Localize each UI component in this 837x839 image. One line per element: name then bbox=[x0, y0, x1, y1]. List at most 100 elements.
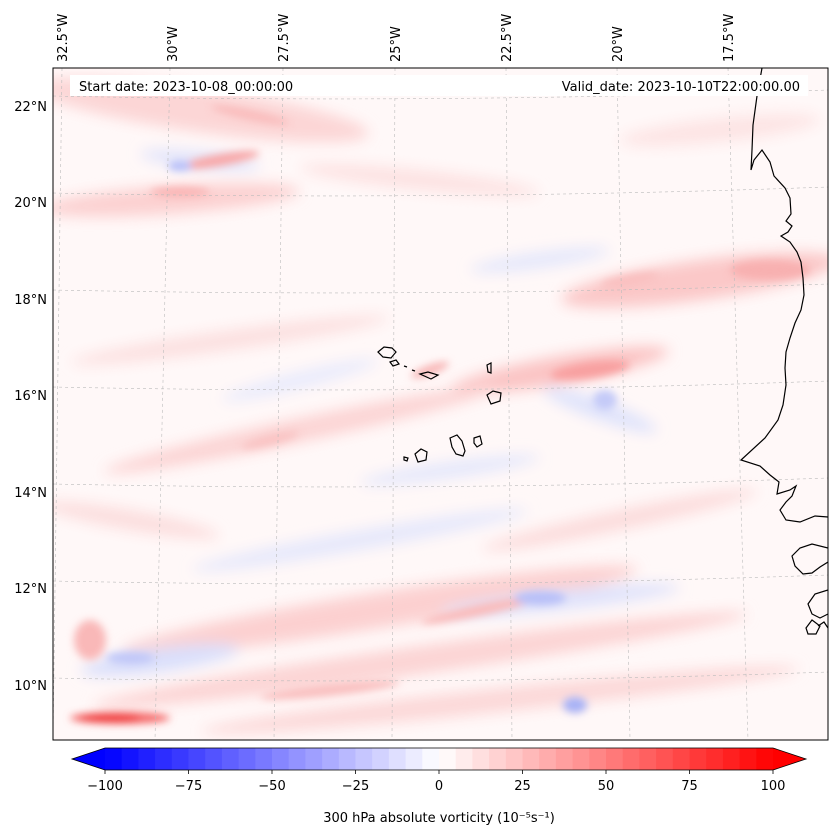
lat-label-12n: 12°N bbox=[14, 582, 47, 597]
colorbar-tick-label: −100 bbox=[87, 779, 123, 794]
lon-label-27-5w: 27.5°W bbox=[277, 14, 292, 62]
colorbar-cell bbox=[355, 748, 373, 770]
lon-label-25w: 25°W bbox=[389, 26, 404, 62]
grid-line-17-5w bbox=[727, 68, 749, 740]
colorbar-tick-label: −25 bbox=[342, 779, 369, 794]
colorbar-cell bbox=[505, 748, 524, 770]
lat-label-18n: 18°N bbox=[14, 293, 47, 308]
colorbar: −100 −75 −50 −25 0 25 50 75 100 300 hPa absolute… bbox=[70, 747, 808, 826]
colorbar-tick-label: −75 bbox=[175, 779, 202, 794]
colorbar-cell bbox=[439, 748, 457, 770]
longitude-labels: 32.5°W 30°W 27.5°W 25°W 22.5°W 20°W 17.5… bbox=[56, 14, 737, 62]
colorbar-cell bbox=[756, 748, 774, 770]
colorbar-cell bbox=[522, 748, 540, 770]
colorbar-cell bbox=[422, 748, 440, 770]
colorbar-cells bbox=[105, 748, 774, 770]
colorbar-cell bbox=[739, 748, 757, 770]
island-sao-nicolau bbox=[418, 371, 440, 380]
grid-line-27-5w bbox=[273, 68, 284, 740]
colorbar-tick-label: 25 bbox=[514, 779, 531, 794]
colorbar-cell bbox=[589, 748, 607, 770]
start-date-label: Start date: 2023-10-08_00:00:00 bbox=[79, 80, 293, 95]
colorbar-cell bbox=[238, 748, 256, 770]
latitude-labels: 22°N 20°N 18°N 16°N 14°N 12°N 10°N bbox=[14, 100, 47, 694]
header-strip bbox=[70, 75, 808, 96]
vorticity-field bbox=[53, 77, 828, 734]
colorbar-tick-label: −50 bbox=[258, 779, 285, 794]
colorbar-ticks: −100 −75 −50 −25 0 25 50 75 100 bbox=[87, 770, 785, 794]
lon-label-20w: 20°W bbox=[611, 26, 626, 62]
coastline-path bbox=[739, 68, 828, 635]
cape-verde-islands bbox=[377, 346, 502, 463]
colorbar-cell bbox=[221, 748, 240, 770]
grid-line-25w bbox=[391, 68, 396, 740]
lon-label-32-5w: 32.5°W bbox=[56, 14, 71, 62]
colorbar-cell bbox=[656, 748, 674, 770]
island-santa-luzia bbox=[403, 365, 408, 368]
colorbar-cell bbox=[539, 748, 557, 770]
colorbar-cell bbox=[372, 748, 390, 770]
island-sal bbox=[486, 362, 492, 374]
island-santo-antao bbox=[377, 346, 397, 359]
colorbar-cell bbox=[255, 748, 273, 770]
colorbar-cell bbox=[205, 748, 223, 770]
colorbar-cell bbox=[455, 748, 473, 770]
grid-line-10n bbox=[53, 671, 828, 682]
graticule bbox=[53, 68, 828, 740]
grid-line-12n bbox=[53, 574, 828, 585]
colorbar-cell bbox=[572, 748, 590, 770]
map-frame bbox=[52, 67, 829, 741]
grid-line-14n bbox=[53, 477, 828, 488]
grid-line-20w bbox=[616, 68, 631, 740]
colorbar-cell bbox=[706, 748, 724, 770]
colorbar-cell bbox=[622, 748, 640, 770]
colorbar-cell bbox=[338, 748, 357, 770]
lat-label-10n: 10°N bbox=[14, 679, 47, 694]
colorbar-cell bbox=[105, 748, 123, 770]
grid-line-18n bbox=[53, 283, 828, 294]
colorbar-tick-label: 100 bbox=[761, 779, 786, 794]
colorbar-cell bbox=[689, 748, 707, 770]
island-maio bbox=[473, 435, 483, 448]
map-panel: Start date: 2023-10-08_00:00:00 Valid_da… bbox=[52, 67, 829, 741]
lon-label-17-5w: 17.5°W bbox=[722, 14, 737, 62]
lat-label-22n: 22°N bbox=[14, 100, 47, 115]
colorbar-cell bbox=[472, 748, 490, 770]
colorbar-cell bbox=[722, 748, 741, 770]
vorticity-strong-blobs bbox=[70, 105, 810, 724]
colorbar-cell bbox=[138, 748, 156, 770]
colorbar-cell bbox=[405, 748, 423, 770]
island-fogo bbox=[414, 448, 428, 463]
colorbar-cell bbox=[288, 748, 306, 770]
colorbar-cell bbox=[121, 748, 139, 770]
colorbar-cell bbox=[555, 748, 574, 770]
grid-line-16n bbox=[53, 380, 828, 391]
lon-label-22-5w: 22.5°W bbox=[500, 14, 515, 62]
grid-line-20n bbox=[53, 186, 828, 197]
lat-label-16n: 16°N bbox=[14, 389, 47, 404]
colorbar-cell bbox=[155, 748, 173, 770]
valid-date-label: Valid_date: 2023-10-10T22:00:00.00 bbox=[562, 80, 800, 95]
colorbar-cell bbox=[388, 748, 407, 770]
colorbar-tick-label: 50 bbox=[598, 779, 615, 794]
grid-line-32-5w bbox=[53, 68, 63, 740]
island-sao-vicente bbox=[389, 359, 400, 367]
colorbar-cell bbox=[272, 748, 290, 770]
colorbar-cell bbox=[606, 748, 624, 770]
colorbar-min-arrow bbox=[72, 748, 105, 770]
grid-line-22n bbox=[53, 89, 828, 100]
colorbar-cell bbox=[171, 748, 190, 770]
vorticity-broad-blobs bbox=[53, 77, 828, 734]
colorbar-label: 300 hPa absolute vorticity (10⁻⁵s⁻¹) bbox=[323, 811, 555, 826]
grid-line-22-5w bbox=[505, 68, 513, 740]
colorbar-cell bbox=[639, 748, 657, 770]
lat-label-14n: 14°N bbox=[14, 486, 47, 501]
colorbar-tick-label: 0 bbox=[435, 779, 443, 794]
island-boa-vista bbox=[486, 390, 502, 405]
grid-line-30w bbox=[154, 68, 171, 740]
west-africa-coastline bbox=[739, 68, 828, 635]
colorbar-tick-label: 75 bbox=[681, 779, 698, 794]
colorbar-cell bbox=[305, 748, 323, 770]
colorbar-cell bbox=[672, 748, 691, 770]
